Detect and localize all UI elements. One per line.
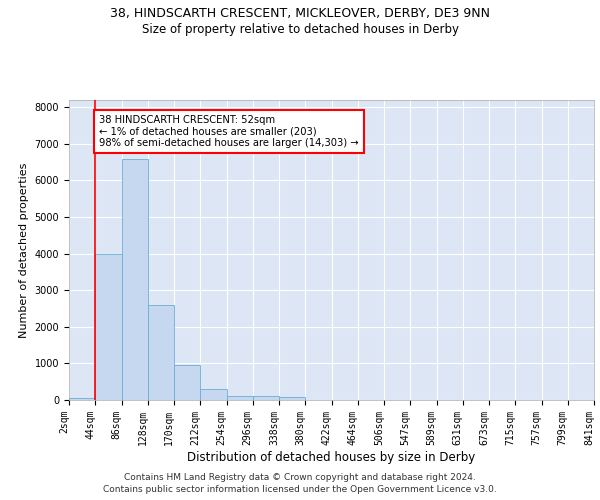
X-axis label: Distribution of detached houses by size in Derby: Distribution of detached houses by size …	[187, 450, 476, 464]
Bar	[121, 158, 148, 400]
Text: 38, HINDSCARTH CRESCENT, MICKLEOVER, DERBY, DE3 9NN: 38, HINDSCARTH CRESCENT, MICKLEOVER, DER…	[110, 8, 490, 20]
Bar	[95, 254, 121, 400]
Bar	[200, 389, 227, 400]
Y-axis label: Number of detached properties: Number of detached properties	[19, 162, 29, 338]
Bar	[253, 396, 279, 400]
Bar	[69, 398, 95, 400]
Text: 38 HINDSCARTH CRESCENT: 52sqm
← 1% of detached houses are smaller (203)
98% of s: 38 HINDSCARTH CRESCENT: 52sqm ← 1% of de…	[99, 114, 359, 148]
Text: Contains public sector information licensed under the Open Government Licence v3: Contains public sector information licen…	[103, 486, 497, 494]
Bar	[174, 365, 200, 400]
Text: Size of property relative to detached houses in Derby: Size of property relative to detached ho…	[142, 22, 458, 36]
Bar	[279, 398, 305, 400]
Bar	[227, 396, 253, 400]
Text: Contains HM Land Registry data © Crown copyright and database right 2024.: Contains HM Land Registry data © Crown c…	[124, 473, 476, 482]
Bar	[148, 305, 174, 400]
